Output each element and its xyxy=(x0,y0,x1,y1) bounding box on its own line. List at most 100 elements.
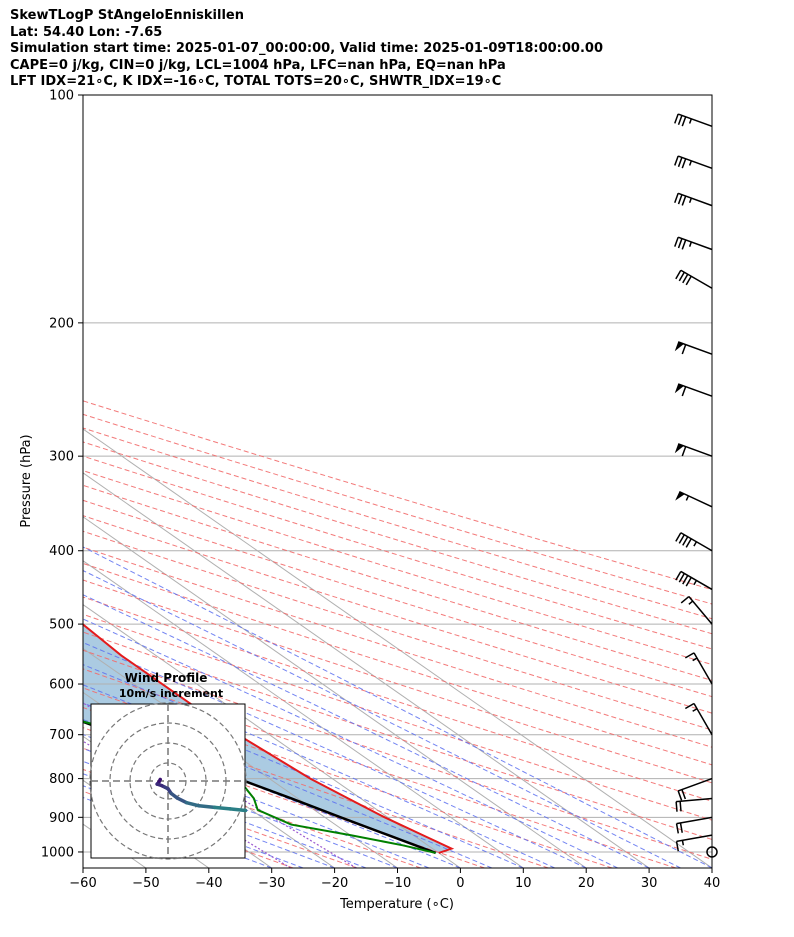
wind-barb-half xyxy=(688,118,693,124)
wind-barb-staff xyxy=(676,797,713,803)
wind-barb-staff xyxy=(677,192,713,207)
time-line: Simulation start time: 2025-01-07_00:00:… xyxy=(10,41,603,56)
dry-adiabat-line xyxy=(83,649,712,860)
wind-barb-half xyxy=(688,600,694,605)
wind-barb xyxy=(675,490,713,508)
x-tick-label: −50 xyxy=(132,876,159,891)
wind-barb-pennant xyxy=(674,443,684,454)
wind-barb-pennant xyxy=(674,383,684,394)
dewpoint-line xyxy=(83,720,436,854)
wind-barb-flag xyxy=(680,595,690,604)
wind-barb-half xyxy=(688,241,693,247)
wind-barb-flag xyxy=(684,702,695,710)
dry-adiabat-line xyxy=(83,546,712,748)
wind-barb-half xyxy=(685,495,690,501)
wind-barb-flag xyxy=(681,158,687,169)
x-axis-label: Temperature (∘C) xyxy=(339,897,454,912)
dry-adiabat-line xyxy=(83,515,712,714)
wind-barb xyxy=(674,192,713,207)
y-tick-label: 1000 xyxy=(41,845,74,860)
wind-barb xyxy=(680,595,713,625)
dry-adiabat-line xyxy=(83,400,712,591)
wind-barb-flag xyxy=(681,789,687,800)
hodograph-ring xyxy=(89,702,247,860)
y-tick-label: 500 xyxy=(49,618,74,633)
isotherm-line xyxy=(0,95,20,868)
chart-title: SkewTLogP StAngeloEnniskillen xyxy=(10,8,244,23)
wind-barb-flag xyxy=(682,536,689,546)
wind-barb-calm xyxy=(706,846,718,858)
stability-line: CAPE=0 j/kg, CIN=0 j/kg, LCL=1004 hPa, L… xyxy=(10,57,506,73)
wind-barb-flag xyxy=(674,155,679,166)
y-tick-label: 800 xyxy=(49,772,74,787)
dry-adiabat-line xyxy=(83,530,712,731)
chart-header: SkewTLogP StAngeloEnniskillen Lat: 54.40… xyxy=(10,8,603,91)
dry-adiabat-line xyxy=(83,687,613,868)
wind-barb-flag xyxy=(684,652,695,659)
wind-barb-flag xyxy=(681,446,687,457)
wind-barb-half xyxy=(681,840,685,846)
wind-barb-flag xyxy=(675,269,682,280)
wind-barb-flag xyxy=(677,157,683,168)
wind-barb-staff xyxy=(677,777,713,792)
wind-barb-half xyxy=(693,541,698,547)
wind-barb-flag xyxy=(675,823,680,834)
temperature-line xyxy=(83,623,455,854)
wind-barb-flag xyxy=(678,573,685,583)
hodograph-segment xyxy=(228,807,248,813)
wind-barb xyxy=(674,155,713,170)
wind-barb xyxy=(677,777,713,801)
moist-adiabat-line xyxy=(83,569,681,868)
wind-barb-flag xyxy=(678,534,685,544)
wind-barb-flag xyxy=(681,239,687,250)
x-tick-label: 0 xyxy=(456,876,464,891)
wind-barb xyxy=(674,113,713,128)
hodograph-segment xyxy=(197,804,217,810)
moist-adiabat-line xyxy=(83,702,493,868)
wind-barb xyxy=(675,834,713,852)
wind-barb xyxy=(674,341,713,355)
wind-barb-pennant xyxy=(675,491,685,501)
wind-barb-flag xyxy=(679,801,682,812)
wind-barb xyxy=(675,816,713,834)
wind-barb xyxy=(674,383,713,397)
isotherm-line xyxy=(83,604,461,868)
wind-barb-flag xyxy=(674,236,679,247)
wind-barb-flag xyxy=(674,113,679,124)
dry-adiabat-line xyxy=(83,706,549,868)
location-line: Lat: 54.40 Lon: -7.65 xyxy=(10,24,163,40)
y-tick-label: 200 xyxy=(49,316,74,331)
wind-barb-staff xyxy=(676,816,713,825)
y-tick-label: 300 xyxy=(49,450,74,465)
wind-barb-flag xyxy=(685,577,692,587)
x-tick-label: 10 xyxy=(515,876,532,891)
wind-barb xyxy=(675,797,713,812)
wind-barb-flag xyxy=(681,344,687,355)
wind-barb xyxy=(674,236,713,251)
wind-barb-flag xyxy=(678,271,685,282)
hodograph-segment xyxy=(212,805,232,811)
wind-barb-staff xyxy=(680,269,713,289)
wind-barb-staff xyxy=(677,155,713,170)
wind-barb-flag xyxy=(685,275,692,286)
x-tick-label: −20 xyxy=(321,876,348,891)
wind-barb-flag xyxy=(681,116,687,127)
wind-profile-title: Wind Profile xyxy=(125,671,208,685)
wind-barb-half xyxy=(692,657,698,662)
wind-barb-staff xyxy=(677,383,713,397)
isotherm-line xyxy=(83,560,524,868)
moist-adiabat-line xyxy=(83,618,618,868)
wind-barb-staff xyxy=(693,652,713,685)
wind-barb xyxy=(675,532,713,552)
wind-barb-flag xyxy=(677,238,683,249)
dry-adiabat-line xyxy=(83,596,712,802)
wind-barb-flag xyxy=(679,822,683,833)
moist-adiabat-line xyxy=(83,664,555,868)
wind-barb-pennant xyxy=(674,341,684,352)
wind-barb-flag xyxy=(677,790,683,801)
wind-barb-staff xyxy=(677,236,713,251)
wind-barb xyxy=(674,443,713,457)
moist-adiabat-line xyxy=(83,594,650,868)
y-tick-label: 700 xyxy=(49,728,74,743)
